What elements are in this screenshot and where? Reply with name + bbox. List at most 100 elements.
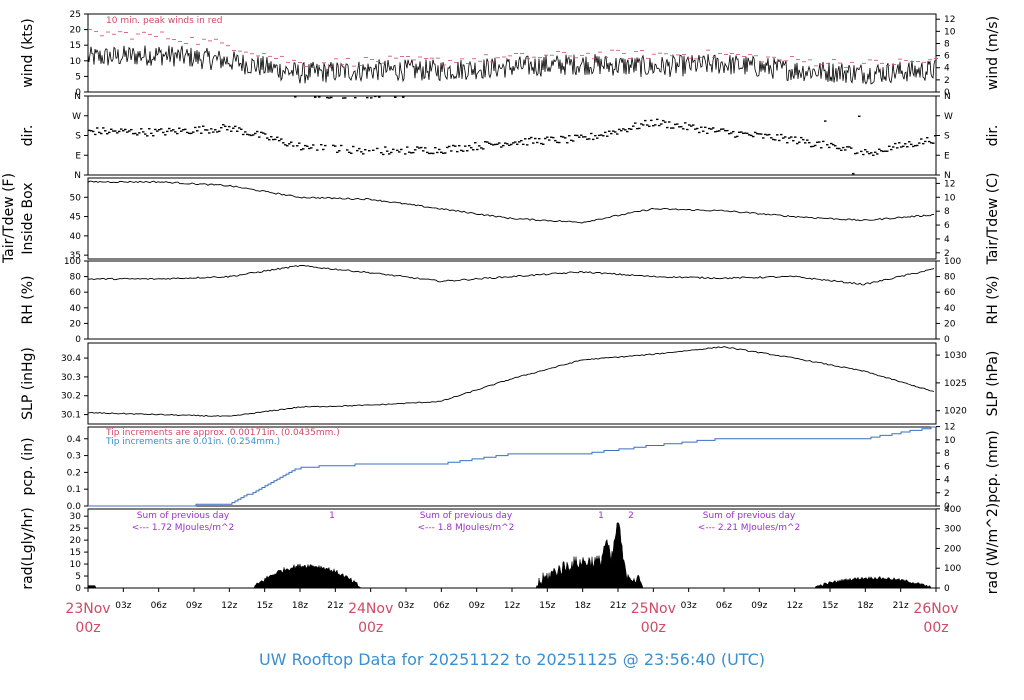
temp-right-tick-label: 8: [944, 207, 950, 217]
slp-left-tick-label: 30.4: [61, 354, 81, 364]
wind-right-tick-label: 8: [944, 39, 950, 49]
wind-left-tick-label: 25: [70, 10, 81, 20]
slp-right-tick-label: 1030: [944, 351, 967, 361]
rh-left-tick-label: 100: [64, 257, 81, 267]
x-day-time-label: 00z: [75, 620, 100, 636]
rh-right-tick-label: 60: [944, 288, 956, 298]
pcp-ylabel-left: pcp. (in): [20, 437, 36, 495]
x-hour-label: 09z: [751, 601, 767, 611]
dir-right-tick-label: N: [944, 92, 951, 102]
x-hour-label: 18z: [292, 601, 308, 611]
x-hour-label: 03z: [681, 601, 697, 611]
wind-left-tick-label: 20: [70, 26, 82, 36]
slp-ylabel-left: SLP (inHg): [20, 347, 36, 420]
rad-left-tick-label: 5: [75, 572, 81, 582]
temp-ylabel-left-1: Tair/Tdew (F): [1, 173, 17, 264]
x-hour-label: 12z: [221, 601, 237, 611]
x-hour-label: 12z: [504, 601, 520, 611]
x-hour-label: 12z: [787, 601, 803, 611]
x-hour-label: 18z: [575, 601, 591, 611]
rad-right-tick-label: 300: [944, 525, 961, 535]
wind-left-tick-label: 5: [75, 72, 81, 82]
x-day-time-label: 00z: [641, 620, 666, 636]
x-day-time-label: 00z: [358, 620, 383, 636]
dir-right-tick-label: S: [944, 132, 950, 142]
pcp-left-tick-label: 0.3: [67, 452, 81, 462]
wind-left-tick-label: 10: [70, 57, 82, 67]
slp-panel-frame: [87, 342, 937, 425]
dir-ylabel-right: dir.: [985, 125, 1001, 147]
pcp-right-tick-label: 8: [944, 449, 950, 459]
rad-left-tick-label: 30: [70, 512, 82, 522]
rad-sum-line1: Sum of previous day: [703, 511, 796, 521]
wind-left-tick-label: 0: [75, 88, 81, 98]
slp-ylabel-right: SLP (hPa): [985, 351, 1001, 417]
pcp-note-blue: Tip increments are 0.01in. (0.254mm.): [105, 437, 280, 447]
x-hour-label: 06z: [433, 601, 449, 611]
dir-left-tick-label: E: [75, 151, 81, 161]
x-hour-label: 03z: [398, 601, 414, 611]
rh-left-tick-label: 40: [70, 304, 82, 314]
pcp-left-tick-label: 0.4: [67, 435, 82, 445]
temp-right-tick-label: 10: [944, 193, 956, 203]
wind-right-tick-label: 0: [944, 88, 950, 98]
dir-right-tick-label: W: [944, 112, 953, 122]
rad-left-tick-label: 10: [70, 560, 82, 570]
x-hour-label: 03z: [115, 601, 131, 611]
x-hour-label: 06z: [151, 601, 167, 611]
pcp-ylabel-right: pcp. (mm): [985, 430, 1001, 503]
dir-ylabel-left: dir.: [20, 125, 36, 147]
temp-right-tick-label: 6: [944, 221, 950, 231]
temp-panel-frame: [87, 177, 937, 260]
wind-right-tick-label: 4: [944, 64, 950, 74]
rad-sum-line2: <--- 1.72 MJoules/m^2: [132, 523, 234, 533]
temp-left-tick-label: 40: [70, 232, 82, 242]
rad-right-tick-label: 400: [944, 505, 961, 515]
temp-ylabel-left-2: Inside Box: [20, 182, 36, 254]
rh-left-tick-label: 20: [70, 319, 82, 329]
wind-panel-frame: [87, 13, 937, 93]
dir-left-tick-label: W: [72, 112, 81, 122]
rh-left-tick-label: 80: [70, 273, 82, 283]
temp-right-tick-label: 4: [944, 235, 950, 245]
x-day-time-label: 00z: [923, 620, 948, 636]
x-hour-label: 21z: [610, 601, 626, 611]
wind-ylabel-left: wind (kts): [20, 18, 36, 87]
x-hour-label: 15z: [257, 601, 273, 611]
pcp-right-tick-label: 0: [944, 502, 950, 512]
temp-series: [87, 180, 935, 224]
temp-left-tick-label: 35: [70, 251, 81, 261]
rad-ylabel-right: rad (W/m^2): [985, 503, 1001, 594]
wind-left-tick-label: 15: [70, 41, 81, 51]
temp-left-tick-label: 50: [70, 193, 82, 203]
dir-left-tick-label: N: [74, 92, 81, 102]
temp-ylabel-right: Tair/Tdew (C): [985, 173, 1001, 266]
pcp-left-tick-label: 0.2: [67, 468, 81, 478]
slp-left-tick-label: 30.3: [61, 373, 81, 383]
dir-panel-frame: [87, 95, 937, 176]
rad-left-tick-label: 25: [70, 524, 81, 534]
dir-left-tick-label: N: [74, 171, 81, 181]
x-hour-label: 15z: [822, 601, 838, 611]
wind-peak-note: 10 min. peak winds in red: [106, 16, 223, 26]
rad-left-tick-label: 0: [75, 584, 81, 594]
rh-panel-frame: [87, 260, 937, 340]
wind-right-tick-label: 12: [944, 15, 955, 25]
x-day-label: 23Nov: [65, 601, 110, 617]
pcp-note-red: Tip increments are approx. 0.00171in. (0…: [105, 428, 340, 438]
x-hour-label: 18z: [857, 601, 873, 611]
pcp-right-tick-label: 2: [944, 489, 950, 499]
slp-right-tick-label: 1020: [944, 407, 967, 417]
wind-speed-series: [87, 45, 936, 85]
wind-right-tick-label: 6: [944, 52, 950, 62]
pcp-right-tick-label: 12: [944, 423, 955, 433]
x-hour-label: 21z: [893, 601, 909, 611]
dir-right-tick-label: N: [944, 171, 951, 181]
rh-ylabel-right: RH (%): [985, 276, 1001, 325]
rh-right-tick-label: 40: [944, 304, 956, 314]
rh-right-tick-label: 20: [944, 319, 956, 329]
dir-right-tick-label: E: [944, 151, 950, 161]
rh-left-tick-label: 0: [75, 335, 81, 345]
temp-left-tick-label: 45: [70, 213, 81, 223]
